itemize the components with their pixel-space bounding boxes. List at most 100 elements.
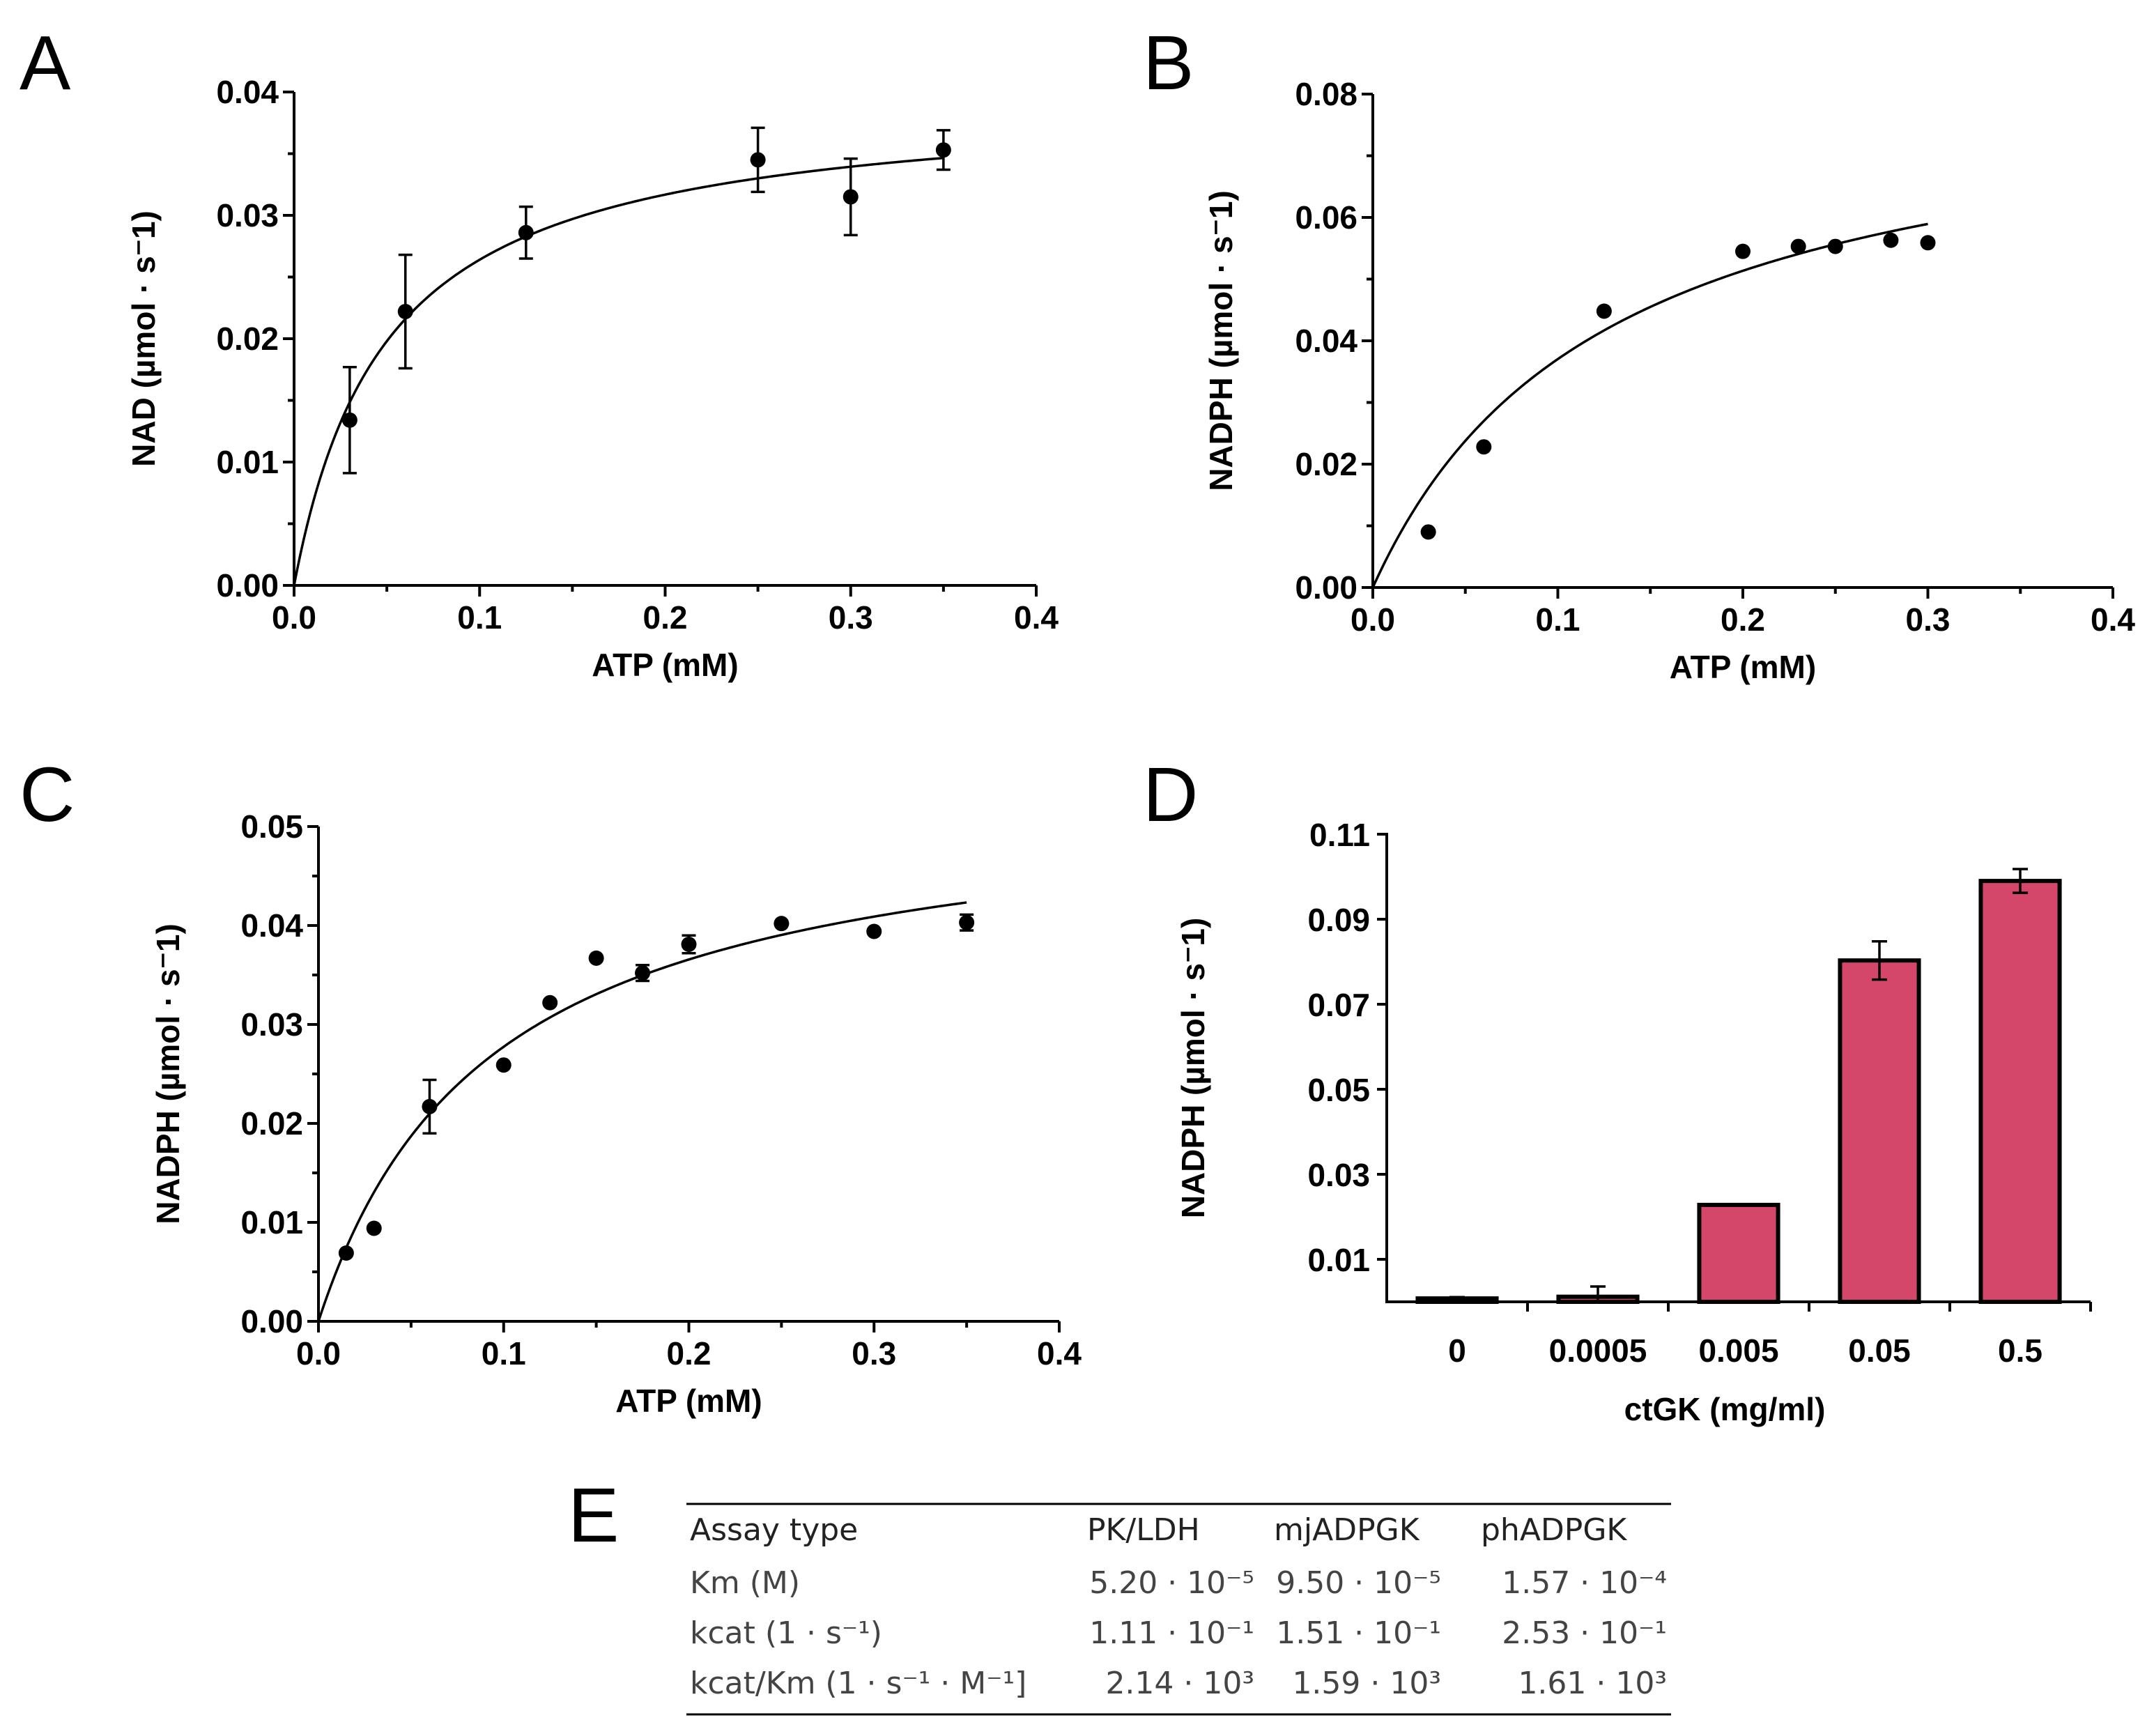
x-tick-label: 0.0 <box>1351 601 1395 638</box>
y-tick-label: 0.01 <box>1307 1242 1370 1278</box>
x-tick-label: 0.2 <box>1721 601 1765 638</box>
x-tick-label: 0.0 <box>272 599 316 636</box>
bar <box>1838 958 1921 1305</box>
y-axis-label: NADPH (µmol · s⁻1) <box>150 923 186 1224</box>
y-tick-label: 0.03 <box>1307 1157 1370 1193</box>
fit-curve <box>1371 222 1928 588</box>
y-tick-label: 0.02 <box>216 321 279 357</box>
table-cell: Km (M) <box>690 1565 800 1601</box>
y-tick-label: 0.02 <box>240 1105 303 1142</box>
y-tick-label: 0.00 <box>240 1303 303 1339</box>
x-tick-label: 0.0005 <box>1549 1332 1647 1369</box>
table-header-cell: PK/LDH <box>1087 1512 1200 1548</box>
table-cell: 1.61 · 10³ <box>1518 1666 1667 1701</box>
y-tick-label: 0.00 <box>216 567 279 604</box>
bar <box>1697 1202 1780 1305</box>
y-tick-label: 0.01 <box>240 1204 303 1240</box>
x-tick-label: 0 <box>1448 1332 1466 1369</box>
data-point <box>588 950 604 966</box>
table-cell: kcat/Km (1 · s⁻¹ · M⁻¹] <box>690 1666 1026 1701</box>
panel-c: C 0.0 0.1 0.2 0.3 0.4 0.00 0.01 0.02 0.03 0.04 0.05… <box>20 752 1082 1419</box>
x-tick-label: 0.4 <box>2091 601 2135 638</box>
data-point <box>1735 243 1751 259</box>
table-cell: 1.51 · 10⁻¹ <box>1276 1615 1441 1651</box>
data-point <box>338 1245 354 1261</box>
data-point <box>1596 303 1612 319</box>
table-cell: 1.11 · 10⁻¹ <box>1089 1615 1254 1651</box>
data-point <box>1790 238 1806 254</box>
y-tick-label: 0.03 <box>216 197 279 233</box>
y-tick-label: 0.11 <box>1309 817 1370 853</box>
x-tick-label: 0.3 <box>852 1335 896 1372</box>
data-point <box>1476 439 1492 455</box>
data-point <box>1920 235 1936 251</box>
x-axis-label: ctGK (mg/ml) <box>1624 1391 1826 1427</box>
y-tick-label: 0.03 <box>240 1006 303 1043</box>
panel-a: A 0.0 0.1 0.2 0.3 0.4 0.00 0.01 0.02 0.03 0.04 ATP … <box>20 20 1059 683</box>
data-point <box>1420 524 1436 540</box>
y-tick-label: 0.01 <box>216 444 279 480</box>
y-tick-label: 0.04 <box>216 74 279 110</box>
data-point <box>866 923 882 939</box>
data-point <box>635 965 651 981</box>
y-tick-label: 0.07 <box>1307 987 1370 1023</box>
x-axis-label: ATP (mM) <box>615 1383 762 1419</box>
y-tick-label: 0.08 <box>1295 76 1357 112</box>
y-tick-label: 0.06 <box>1295 199 1357 236</box>
table-cell: 1.59 · 10³ <box>1292 1666 1441 1701</box>
data-point <box>959 914 975 930</box>
data-point <box>681 936 697 952</box>
data-point <box>341 412 357 428</box>
x-axis-label: ATP (mM) <box>1670 649 1816 685</box>
panel-d: D 0.01 0.03 0.05 0.07 0.09 0.11 0 0.0005 0.005 0.0… <box>1143 752 2092 1427</box>
x-tick-label: 0.2 <box>643 599 688 636</box>
x-tick-label: 0.3 <box>829 599 873 636</box>
data-point <box>397 304 413 320</box>
y-tick-label: 0.05 <box>1307 1072 1370 1108</box>
x-tick-label: 0.1 <box>482 1335 526 1372</box>
table-header-cell: phADPGK <box>1481 1512 1627 1548</box>
data-point <box>542 994 558 1011</box>
table-cell: 5.20 · 10⁻⁵ <box>1089 1565 1254 1601</box>
x-tick-label: 0.05 <box>1848 1332 1911 1369</box>
y-tick-label: 0.04 <box>1295 323 1357 359</box>
y-tick-label: 0.05 <box>240 808 303 845</box>
data-point <box>843 189 859 205</box>
x-tick-label: 0.4 <box>1037 1335 1082 1372</box>
panel-e-table: E Assay type PK/LDH mjADPGK phADPGK Km (M) 5.2… <box>568 1473 1671 1716</box>
x-tick-label: 0.0 <box>296 1335 341 1372</box>
data-point <box>495 1057 511 1073</box>
x-tick-label: 0.2 <box>667 1335 711 1372</box>
x-axis-label: ATP (mM) <box>592 647 738 683</box>
table-cell: 1.57 · 10⁻⁴ <box>1502 1565 1667 1601</box>
x-tick-label: 0.1 <box>1536 601 1580 638</box>
x-tick-label: 0.3 <box>1906 601 1951 638</box>
table-header-cell: Assay type <box>690 1512 858 1548</box>
y-tick-label: 0.00 <box>1295 569 1357 606</box>
panel-letter-c: C <box>20 752 75 838</box>
data-point <box>1883 232 1899 248</box>
bar <box>1978 879 2062 1304</box>
data-point <box>750 152 766 168</box>
y-tick-label: 0.02 <box>1295 446 1357 482</box>
panel-letter-e: E <box>568 1473 619 1558</box>
panel-b: B 0.0 0.1 0.2 0.3 0.4 0.00 0.02 0.04 0.06 0.08 ATP … <box>1143 20 2135 685</box>
table-cell: 2.53 · 10⁻¹ <box>1502 1615 1667 1651</box>
data-point <box>1827 238 1843 254</box>
data-point <box>422 1098 438 1114</box>
y-axis-label: NAD (µmol · s⁻1) <box>125 210 162 467</box>
y-tick-label: 0.04 <box>240 907 303 944</box>
table-cell: kcat (1 · s⁻¹) <box>690 1615 882 1651</box>
data-point <box>935 142 951 158</box>
x-tick-label: 0.1 <box>457 599 502 636</box>
table-header-cell: mjADPGK <box>1274 1512 1420 1548</box>
x-tick-label: 0.005 <box>1698 1332 1778 1369</box>
data-point <box>366 1220 382 1236</box>
y-axis-label: NADPH (µmol · s⁻1) <box>1203 190 1239 491</box>
y-tick-label: 0.09 <box>1307 902 1370 938</box>
data-point <box>774 916 790 932</box>
table-cell: 2.14 · 10³ <box>1105 1666 1254 1701</box>
panel-letter-a: A <box>20 20 71 106</box>
panel-letter-d: D <box>1143 752 1198 838</box>
